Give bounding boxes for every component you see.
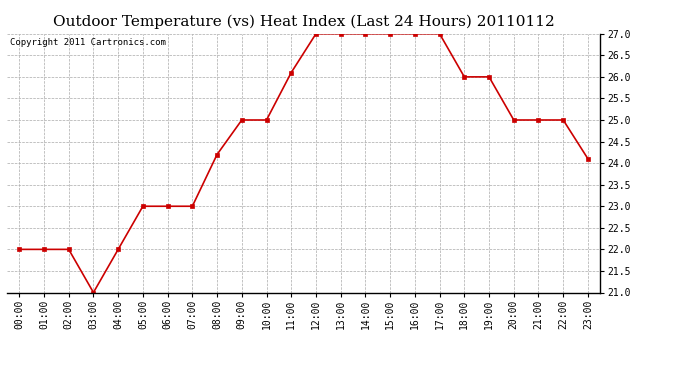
Text: Copyright 2011 Cartronics.com: Copyright 2011 Cartronics.com <box>10 38 166 46</box>
Text: Outdoor Temperature (vs) Heat Index (Last 24 Hours) 20110112: Outdoor Temperature (vs) Heat Index (Las… <box>52 15 555 29</box>
